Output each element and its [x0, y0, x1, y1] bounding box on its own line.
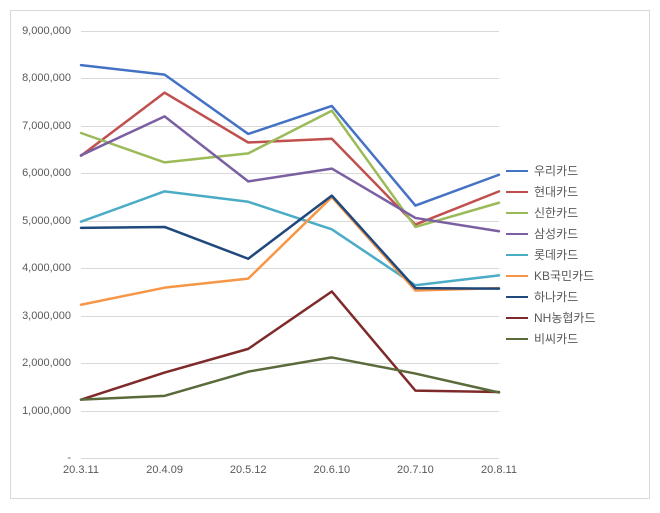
legend-swatch	[506, 317, 528, 319]
legend-label: 삼성카드	[534, 225, 578, 242]
legend-item: 우리카드	[506, 162, 641, 179]
x-tick-label: 20.7.10	[397, 464, 434, 476]
x-tick-label: 20.3.11	[63, 464, 99, 476]
legend-label: 비씨카드	[534, 330, 578, 347]
y-tick-label: 3,000,000	[22, 310, 71, 322]
legend-swatch	[506, 275, 528, 277]
x-axis-labels: 20.3.1120.4.0920.5.1220.6.1020.7.1020.8.…	[81, 464, 499, 488]
legend-item: 삼성카드	[506, 225, 641, 242]
legend-label: 신한카드	[534, 204, 578, 221]
legend-item: NH농협카드	[506, 309, 641, 326]
y-tick-label: 1,000,000	[22, 405, 71, 417]
y-tick-label: 8,000,000	[22, 72, 71, 84]
series-line	[81, 93, 499, 225]
legend-swatch	[506, 212, 528, 214]
legend-label: 롯데카드	[534, 246, 578, 263]
x-tick-label: 20.6.10	[313, 464, 350, 476]
legend-swatch	[506, 296, 528, 298]
legend-item: 현대카드	[506, 183, 641, 200]
y-axis-labels: -1,000,0002,000,0003,000,0004,000,0005,0…	[11, 31, 77, 458]
chart-frame: - 1,000,000 2,000,000 3,000,000 4,000,000 5,0…	[0, 0, 660, 513]
line-series-svg	[81, 31, 499, 458]
legend-item: KB국민카드	[506, 267, 641, 284]
legend-swatch	[506, 191, 528, 193]
legend-swatch	[506, 170, 528, 172]
y-tick-label: 2,000,000	[22, 357, 71, 369]
legend-label: 현대카드	[534, 183, 578, 200]
legend-label: NH농협카드	[534, 309, 596, 326]
legend-swatch	[506, 233, 528, 235]
gridline	[81, 458, 499, 459]
legend-swatch	[506, 338, 528, 340]
series-line	[81, 65, 499, 205]
series-line	[81, 291, 499, 399]
y-tick-label: 6,000,000	[22, 167, 71, 179]
plot-area	[81, 31, 499, 458]
series-line	[81, 196, 499, 289]
series-line	[81, 111, 499, 227]
x-tick-label: 20.5.12	[230, 464, 267, 476]
y-tick-label: -	[67, 452, 71, 464]
legend-swatch	[506, 254, 528, 256]
legend-label: 우리카드	[534, 162, 578, 179]
y-tick-label: 9,000,000	[22, 25, 71, 37]
series-line	[81, 116, 499, 231]
x-tick-label: 20.4.09	[146, 464, 183, 476]
legend-label: KB국민카드	[534, 267, 594, 284]
legend-item: 비씨카드	[506, 330, 641, 347]
plot-border: - 1,000,000 2,000,000 3,000,000 4,000,000 5,0…	[10, 10, 650, 499]
y-tick-label: 5,000,000	[22, 215, 71, 227]
legend: 우리카드현대카드신한카드삼성카드롯데카드 KB국민카드하나카드 NH농협카드비씨카드	[506, 11, 641, 498]
legend-item: 하나카드	[506, 288, 641, 305]
y-tick-label: 7,000,000	[22, 120, 71, 132]
legend-label: 하나카드	[534, 288, 578, 305]
legend-item: 신한카드	[506, 204, 641, 221]
y-tick-label: 4,000,000	[22, 262, 71, 274]
legend-item: 롯데카드	[506, 246, 641, 263]
